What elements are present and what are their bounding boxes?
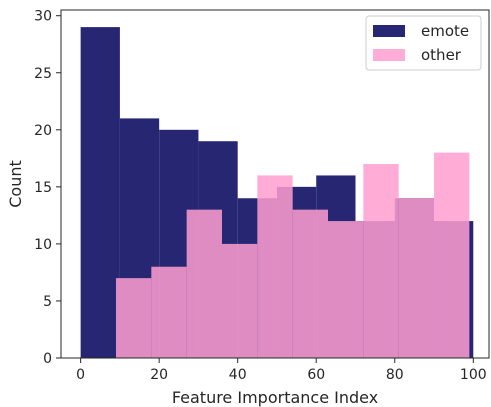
bar-other-7 <box>363 164 399 358</box>
x-axis-title: Feature Importance Index <box>172 388 378 407</box>
x-tick-label: 100 <box>460 367 487 383</box>
y-axis: 0 5 10 15 20 25 30 <box>34 9 61 367</box>
bar-other-0 <box>115 278 152 358</box>
x-tick-label: 60 <box>307 367 325 383</box>
legend: emote other <box>365 15 482 71</box>
y-tick-label: 20 <box>34 123 52 139</box>
bar-other-9 <box>434 152 470 358</box>
legend-label-other: other <box>421 46 462 64</box>
y-tick-label: 0 <box>43 351 52 367</box>
bar-other-1 <box>151 266 187 358</box>
y-tick-label: 30 <box>34 9 52 25</box>
bar-other-8 <box>398 198 435 358</box>
series-other-bars <box>115 152 470 358</box>
y-tick-label: 5 <box>43 294 52 310</box>
plot-frame <box>60 9 490 359</box>
bar-emote-0 <box>80 27 120 359</box>
x-tick-label: 40 <box>229 367 247 383</box>
bar-other-2 <box>186 209 222 358</box>
x-axis: 0 20 40 60 80 100 <box>76 358 487 383</box>
legend-swatch-other <box>373 49 405 61</box>
x-tick-label: 80 <box>386 367 404 383</box>
x-tick-label: 0 <box>76 367 85 383</box>
legend-label-emote: emote <box>421 22 469 40</box>
bar-other-4 <box>257 175 293 358</box>
y-axis-title: Count <box>6 160 25 208</box>
legend-swatch-emote <box>373 25 405 37</box>
bar-other-3 <box>221 243 258 358</box>
x-tick-label: 20 <box>150 367 168 383</box>
bar-other-6 <box>328 221 364 358</box>
bar-other-5 <box>292 209 329 358</box>
y-tick-label: 25 <box>34 66 52 82</box>
y-tick-label: 15 <box>34 180 52 196</box>
y-tick-label: 10 <box>34 237 52 253</box>
